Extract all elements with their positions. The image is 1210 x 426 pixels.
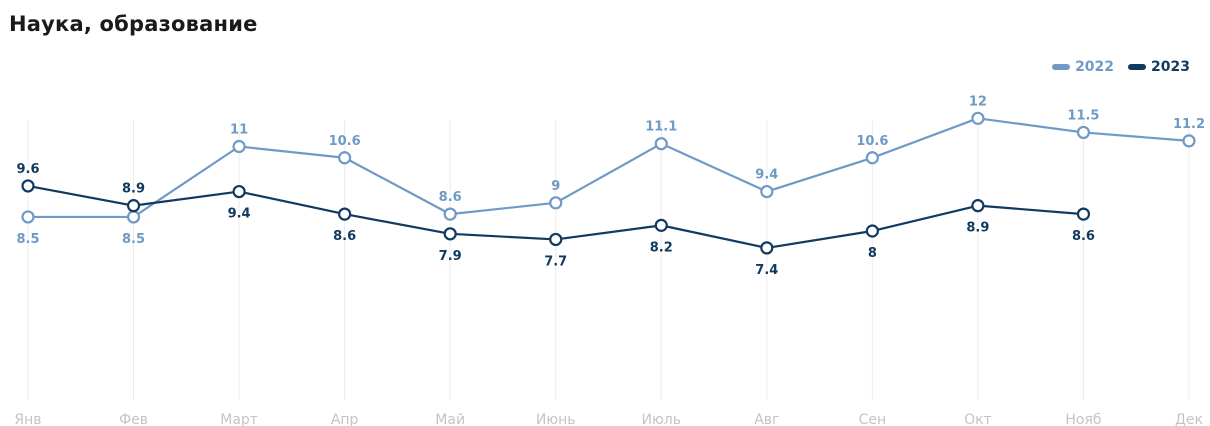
data-label-2022-6: 9 (551, 179, 560, 194)
data-label-2023-8: 7.4 (755, 263, 778, 278)
legend-label-2023: 2023 (1151, 59, 1190, 75)
data-label-2023-11: 8.6 (1072, 229, 1095, 244)
data-label-2023-9: 8 (868, 246, 877, 261)
data-label-2023-1: 9.6 (16, 162, 39, 177)
data-point-2023-8[interactable] (760, 241, 774, 255)
x-tick-label-3: Март (220, 412, 258, 426)
data-label-2023-5: 7.9 (439, 249, 462, 264)
data-point-2023-2[interactable] (126, 199, 141, 213)
x-tick-label-12: Дек (1175, 412, 1203, 426)
data-label-2023-10: 8.9 (966, 221, 989, 236)
data-point-2022-3[interactable] (232, 139, 246, 154)
x-tick-label-5: Май (435, 412, 465, 426)
data-label-2022-1: 8.5 (16, 232, 39, 247)
data-point-2023-6[interactable] (549, 232, 563, 247)
data-label-2022-2: 8.5 (122, 232, 145, 247)
data-point-2022-7[interactable] (654, 137, 668, 151)
legend-swatch-2023 (1128, 64, 1147, 70)
data-point-2023-11[interactable] (1076, 207, 1091, 221)
x-axis-ticks: Янв Фев Март Апр Май Июнь Июль Авг Сен Окт Нояб Дек (14, 412, 1203, 426)
chart-title: Наука, образование (9, 12, 258, 36)
data-point-2023-3[interactable] (232, 184, 246, 199)
data-label-2023-6: 7.7 (544, 254, 567, 269)
data-point-2022-12[interactable] (1182, 134, 1196, 148)
data-point-2023-1[interactable] (21, 179, 35, 193)
data-point-2022-6[interactable] (549, 196, 563, 210)
data-label-2022-8: 9.4 (755, 168, 778, 183)
data-label-2022-5: 8.6 (439, 190, 462, 205)
data-point-2023-10[interactable] (971, 199, 985, 213)
data-label-2023-3: 9.4 (228, 207, 251, 222)
chart-legend: 2022 2023 (1052, 59, 1190, 75)
data-point-2022-5[interactable] (443, 207, 457, 221)
legend-label-2022: 2022 (1075, 59, 1115, 75)
x-tick-label-10: Окт (964, 412, 992, 426)
data-labels: 8.5 8.5 11 10.6 8.6 9 11.1 9.4 10.6 12 11.5 11.2 9.6… (16, 94, 1205, 278)
x-tick-label-1: Янв (14, 412, 41, 426)
series-line-2022 (28, 117, 1190, 219)
data-point-2022-4[interactable] (338, 151, 352, 165)
x-tick-label-4: Апр (331, 412, 359, 426)
x-tick-label-8: Авг (754, 412, 779, 426)
data-point-2022-10[interactable] (971, 111, 985, 125)
series-lines (21, 111, 1196, 255)
x-tick-label-2: Фев (119, 412, 148, 426)
data-label-2022-7: 11.1 (645, 120, 677, 135)
legend-item-2023[interactable]: 2023 (1128, 59, 1190, 75)
data-label-2023-7: 8.2 (650, 240, 673, 255)
grid-lines (27, 120, 1190, 400)
data-point-2022-9[interactable] (865, 151, 879, 165)
data-label-2022-10: 12 (969, 94, 987, 109)
data-label-2022-12: 11.2 (1173, 117, 1205, 132)
data-point-2023-9[interactable] (865, 224, 879, 238)
data-label-2022-4: 10.6 (329, 134, 361, 149)
data-point-2023-5[interactable] (443, 227, 457, 241)
data-point-2023-4[interactable] (338, 207, 352, 221)
x-tick-label-11: Нояб (1065, 412, 1101, 426)
legend-swatch-2022 (1052, 64, 1071, 70)
data-label-2022-9: 10.6 (856, 134, 888, 149)
x-tick-label-9: Сен (859, 412, 887, 426)
data-point-2022-11[interactable] (1076, 125, 1091, 140)
data-label-2023-2: 8.9 (122, 182, 145, 197)
data-label-2022-3: 11 (230, 123, 248, 138)
data-point-2022-1[interactable] (21, 210, 35, 224)
data-point-2022-8[interactable] (760, 184, 774, 199)
x-tick-label-6: Июнь (536, 412, 576, 426)
data-label-2023-4: 8.6 (333, 229, 356, 244)
x-tick-label-7: Июль (642, 412, 681, 426)
data-point-2023-7[interactable] (654, 218, 668, 232)
legend-item-2022[interactable]: 2022 (1052, 59, 1114, 75)
data-label-2022-11: 11.5 (1067, 108, 1099, 123)
data-point-2022-2[interactable] (126, 210, 141, 224)
